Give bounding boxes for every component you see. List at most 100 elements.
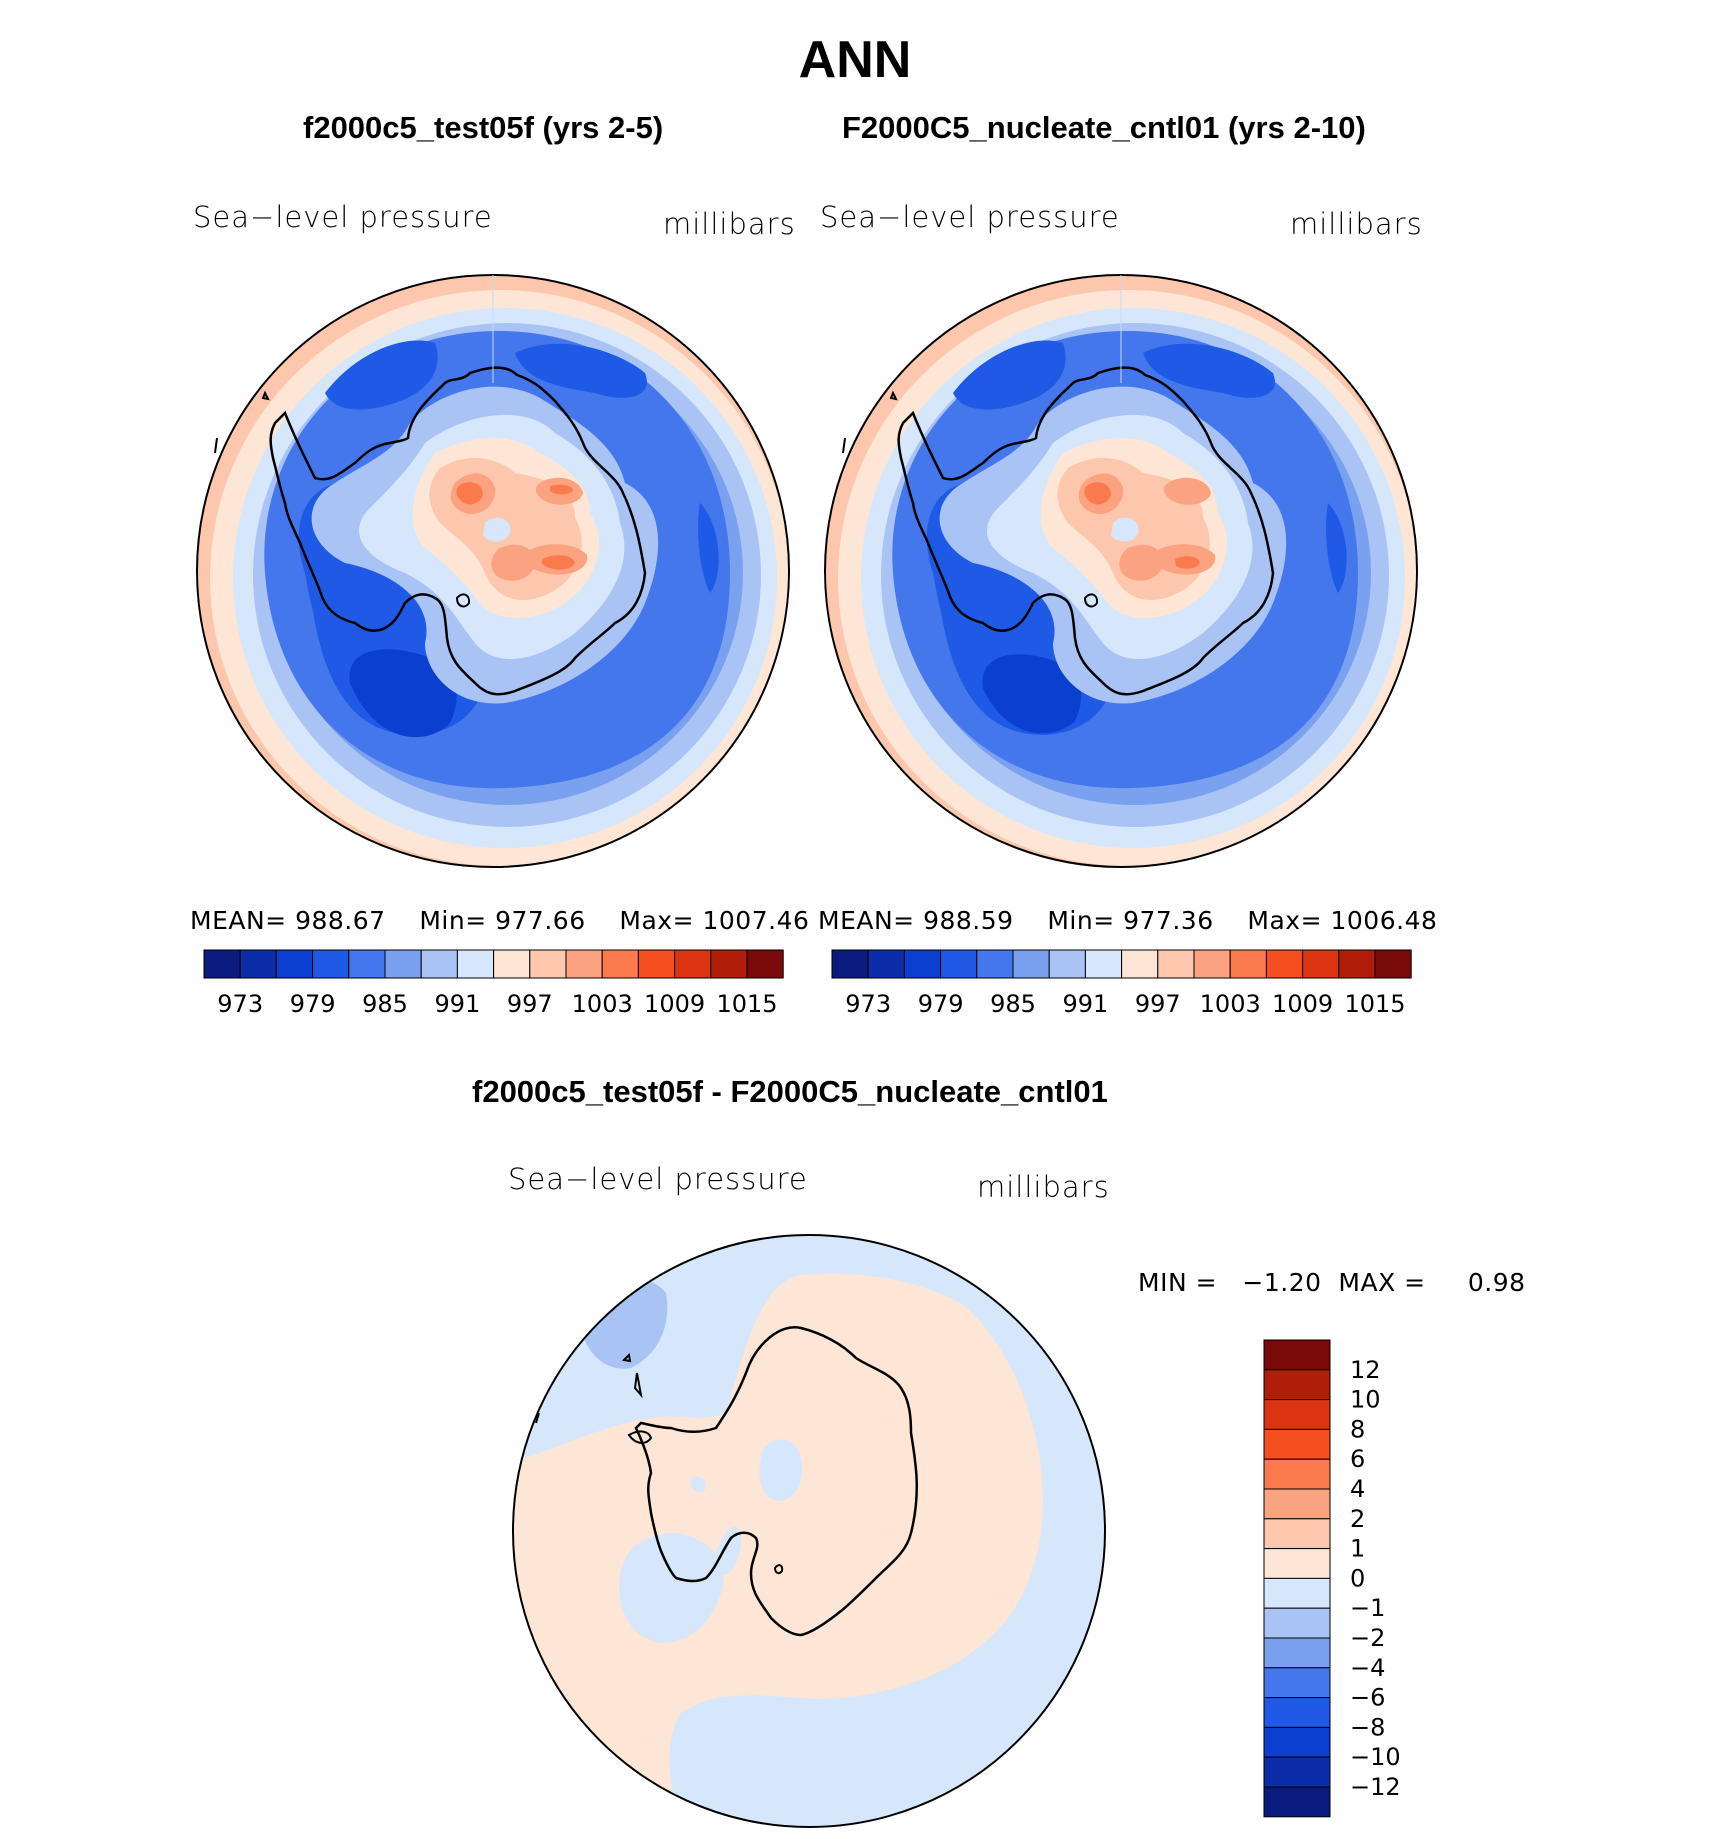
diff-colorbar-tick-label: 0 bbox=[1350, 1564, 1365, 1592]
diff-colorbar-tick-label: −1 bbox=[1350, 1594, 1385, 1622]
panel-1-colorbar-tick-label: 985 bbox=[362, 990, 408, 1018]
diff-colorbar-swatch bbox=[1263, 1667, 1331, 1699]
panel-2-title: F2000C5_nucleate_cntl01 (yrs 2-10) bbox=[842, 110, 1366, 145]
panel-2-colorbar-swatch bbox=[1193, 949, 1231, 979]
panel-1-colorbar-swatch bbox=[312, 949, 350, 979]
diff-panel-units-label: millibars bbox=[977, 1170, 1110, 1204]
panel-1-stats: MEAN= 988.67 Min= 977.66 Max= 1007.46 bbox=[190, 906, 809, 935]
panel-2-stats: MEAN= 988.59 Min= 977.36 Max= 1006.48 bbox=[818, 906, 1437, 935]
panel-2-colorbar-swatch bbox=[1229, 949, 1267, 979]
panel-2-colorbar-tick-label: 985 bbox=[990, 990, 1036, 1018]
panel-2-colorbar-swatch bbox=[1157, 949, 1195, 979]
panel-1-colorbar-swatch bbox=[275, 949, 314, 979]
diff-colorbar-swatch bbox=[1263, 1369, 1331, 1401]
panel-2-max-label: Max= bbox=[1247, 906, 1323, 935]
panel-2-colorbar-swatch bbox=[1265, 949, 1304, 979]
panel-2-colorbar-tick-label: 1015 bbox=[1344, 990, 1405, 1018]
panel-2-colorbar-swatch bbox=[1374, 949, 1412, 979]
panel-2-colorbar-tick-label: 991 bbox=[1062, 990, 1108, 1018]
panel-1-colorbar-swatch bbox=[493, 949, 531, 979]
panel-1-colorbar-swatch bbox=[637, 949, 676, 979]
panel-2-colorbar-swatch bbox=[1338, 949, 1376, 979]
panel-1-mean-label: MEAN= bbox=[190, 906, 287, 935]
panel-1-max-value: 1007.46 bbox=[702, 906, 810, 935]
panel-2-colorbar-swatch bbox=[940, 949, 978, 979]
diff-max-label: MAX = bbox=[1338, 1268, 1426, 1297]
panel-2-colorbar: 973 979 985 991 997 1003 1009 1015 bbox=[831, 949, 1412, 1018]
panel-1-variable-label: Sea−level pressure bbox=[193, 200, 493, 234]
panel-2-mean-value: 988.59 bbox=[923, 906, 1014, 935]
diff-min-label: MIN = bbox=[1138, 1268, 1218, 1297]
diff-colorbar-swatch bbox=[1263, 1577, 1331, 1609]
panel-1-max-label: Max= bbox=[619, 906, 695, 935]
panel-2-colorbar-swatch bbox=[976, 949, 1014, 979]
diff-colorbar-tick-label: −2 bbox=[1350, 1624, 1385, 1652]
panel-2-units-label: millibars bbox=[1290, 207, 1423, 241]
panel-1-colorbar-swatch bbox=[239, 949, 277, 979]
diff-colorbar-swatch bbox=[1263, 1726, 1331, 1758]
panel-1-colorbar-tick-label: 973 bbox=[217, 990, 263, 1018]
panel-1-colorbar-swatch bbox=[746, 949, 784, 979]
panel-1-min-label: Min= bbox=[419, 906, 487, 935]
panel-1-units-label: millibars bbox=[663, 207, 796, 241]
diff-colorbar-swatch bbox=[1263, 1607, 1331, 1639]
diff-colorbar-swatch bbox=[1263, 1399, 1331, 1430]
panel-1-polar-map bbox=[196, 274, 790, 868]
panel-1-colorbar-swatch bbox=[565, 949, 603, 979]
diff-colorbar-swatch bbox=[1263, 1697, 1331, 1728]
panel-2-contour-fill bbox=[825, 275, 1417, 867]
diff-colorbar-tick-label: 4 bbox=[1350, 1475, 1365, 1503]
panel-2-colorbar-swatch bbox=[1302, 949, 1340, 979]
figure-title: ANN bbox=[798, 31, 912, 89]
diff-colorbar-tick-label: 2 bbox=[1350, 1505, 1365, 1533]
panel-1-colorbar-tick-label: 1009 bbox=[644, 990, 705, 1018]
panel-2-colorbar-swatch bbox=[1012, 949, 1050, 979]
panel-1-min-value: 977.66 bbox=[495, 906, 586, 935]
diff-contour-fill bbox=[513, 1235, 1105, 1827]
panel-1-colorbar-swatch bbox=[420, 949, 458, 979]
panel-1-colorbar-tick-label: 997 bbox=[507, 990, 553, 1018]
panel-1-colorbar-swatch bbox=[203, 949, 241, 979]
diff-colorbar-tick-label: 10 bbox=[1350, 1386, 1381, 1414]
panel-2-colorbar-swatch bbox=[1121, 949, 1159, 979]
panel-1-colorbar-swatch bbox=[674, 949, 712, 979]
diff-panel-variable-label: Sea−level pressure bbox=[508, 1162, 808, 1196]
diff-colorbar-tick-label: 6 bbox=[1350, 1445, 1365, 1473]
panel-2-colorbar-tick-label: 997 bbox=[1135, 990, 1181, 1018]
diff-colorbar-tick-label: −8 bbox=[1350, 1713, 1385, 1741]
diff-max-value: 0.98 bbox=[1467, 1268, 1526, 1297]
diff-colorbar-tick-label: 1 bbox=[1350, 1535, 1365, 1563]
panel-2-min-value: 977.36 bbox=[1123, 906, 1214, 935]
panel-2-colorbar-swatch bbox=[903, 949, 942, 979]
panel-1-colorbar-swatch bbox=[384, 949, 422, 979]
panel-1-colorbar-tick-label: 991 bbox=[434, 990, 480, 1018]
panel-1-mean-value: 988.67 bbox=[295, 906, 386, 935]
panel-1-title: f2000c5_test05f (yrs 2-5) bbox=[303, 110, 664, 145]
panel-2-colorbar-swatch bbox=[1084, 949, 1123, 979]
panel-1-colorbar-swatch bbox=[456, 949, 495, 979]
panel-1-colorbar-tick-label: 1003 bbox=[572, 990, 633, 1018]
diff-colorbar-swatch bbox=[1263, 1756, 1331, 1788]
panel-2-colorbar-swatch bbox=[831, 949, 869, 979]
diff-colorbar-swatch bbox=[1263, 1339, 1331, 1371]
diff-colorbar-tick-label: −6 bbox=[1350, 1684, 1385, 1712]
diff-polar-map bbox=[512, 1234, 1106, 1828]
diff-colorbar-swatch bbox=[1263, 1548, 1331, 1579]
panel-1-colorbar-swatch bbox=[710, 949, 748, 979]
panel-1-colorbar: 973 979 985 991 997 1003 1009 1015 bbox=[203, 949, 784, 1018]
panel-2-colorbar-tick-label: 973 bbox=[845, 990, 891, 1018]
diff-colorbar-tick-label: −10 bbox=[1350, 1743, 1401, 1771]
diff-minmax: MIN = −1.20 MAX = 0.98 bbox=[1138, 1268, 1526, 1297]
diff-colorbar-tick-label: −12 bbox=[1350, 1773, 1401, 1801]
panel-1-colorbar-swatch bbox=[601, 949, 639, 979]
panel-2-colorbar-swatch bbox=[867, 949, 905, 979]
diff-colorbar-swatch bbox=[1263, 1786, 1331, 1818]
diff-colorbar-swatch bbox=[1263, 1488, 1331, 1520]
diff-colorbar-swatch bbox=[1263, 1428, 1331, 1460]
diff-colorbar-swatch bbox=[1263, 1458, 1331, 1490]
diff-colorbar-tick-label: 8 bbox=[1350, 1415, 1365, 1443]
panel-2-max-value: 1006.48 bbox=[1330, 906, 1438, 935]
panel-1-colorbar-swatch bbox=[529, 949, 567, 979]
panel-2-min-label: Min= bbox=[1047, 906, 1115, 935]
